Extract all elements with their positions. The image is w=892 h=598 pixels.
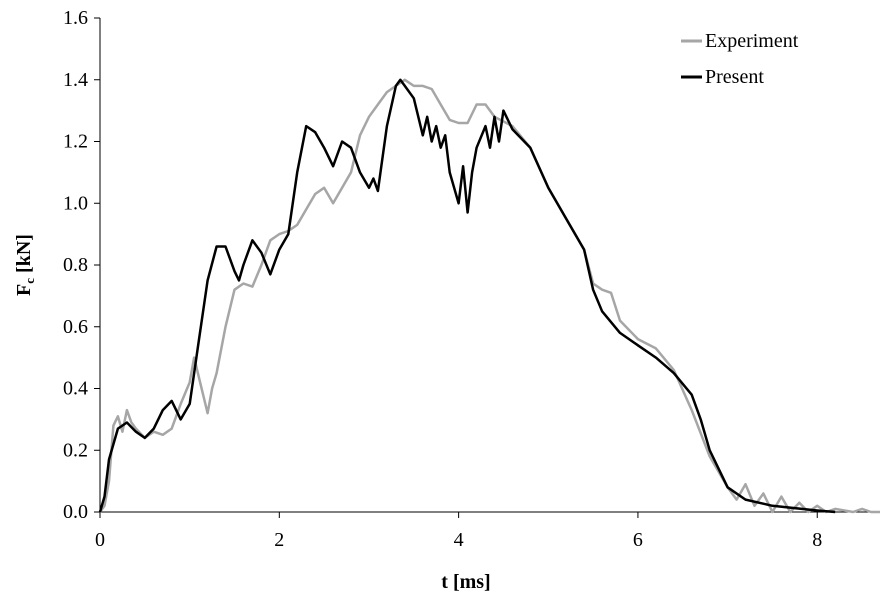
series-layer: [98, 78, 880, 514]
y-tick-label: 0.2: [63, 439, 88, 461]
series-line-experiment: [98, 78, 880, 514]
x-tick-label: 8: [812, 529, 822, 551]
y-tick-label: 0.6: [63, 316, 88, 338]
series-line-present: [98, 78, 836, 514]
x-tick-label: 2: [274, 529, 284, 551]
x-axis-title: t [ms]: [441, 571, 490, 593]
x-tick-label: 6: [633, 529, 643, 551]
y-axis-title-main: F: [13, 284, 35, 296]
y-tick-label: 1.4: [63, 69, 88, 91]
legend-label-experiment: Experiment: [705, 30, 799, 52]
y-tick-label: 1.0: [63, 192, 88, 214]
y-axis-title: Fc [kN]: [13, 234, 37, 296]
x-tick-label: 0: [95, 529, 105, 551]
y-axis: 0.0 0.2 0.4 0.6 0.8 1.0 1.2 1.4 1.6: [63, 7, 100, 523]
legend-label-present: Present: [705, 66, 764, 88]
y-axis-title-unit: [kN]: [13, 234, 35, 278]
legend: Experiment Present: [681, 30, 799, 88]
plot-frame: [99, 18, 880, 513]
x-tick-label: 4: [454, 529, 464, 551]
y-tick-label: 0.8: [63, 254, 88, 276]
y-axis-title-subscript: c: [22, 278, 37, 284]
y-tick-label: 0.4: [63, 378, 88, 400]
x-axis: 0 2 4 6 8: [95, 512, 822, 551]
y-tick-label: 0.0: [63, 501, 88, 523]
y-tick-label: 1.2: [63, 131, 88, 153]
y-tick-label: 1.6: [63, 7, 88, 29]
